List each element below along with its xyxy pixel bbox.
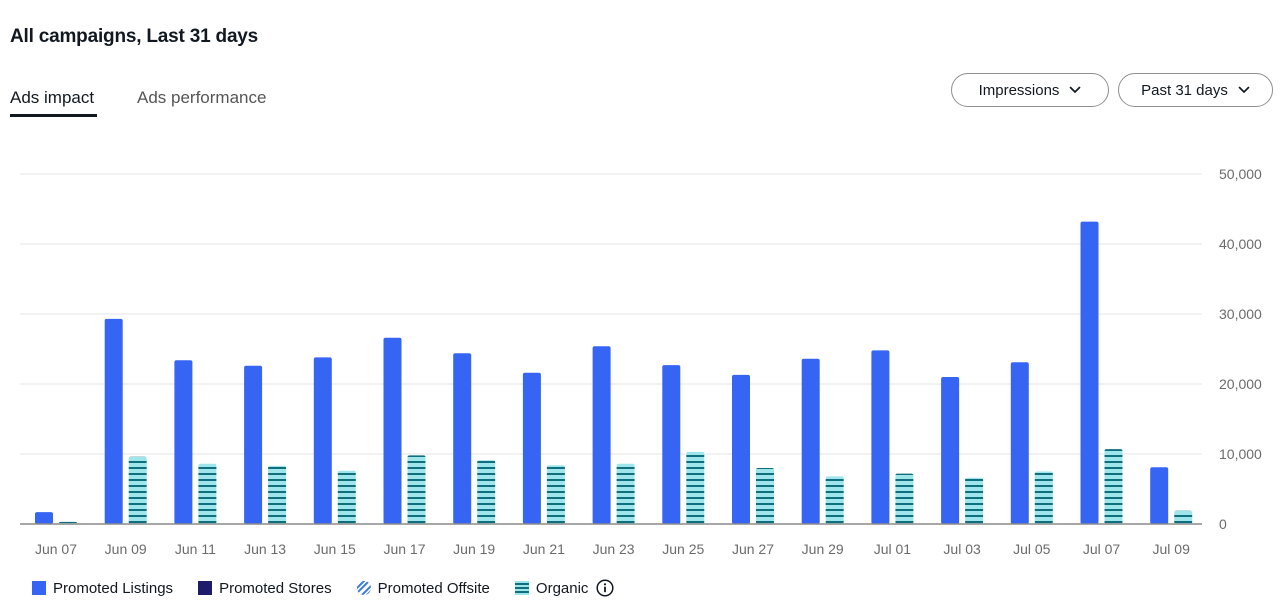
bar-promoted-listings[interactable] xyxy=(592,346,611,524)
bar-promoted-listings[interactable] xyxy=(1150,467,1169,524)
bar-promoted-listings[interactable] xyxy=(1080,221,1099,524)
bar-series xyxy=(35,221,1193,525)
x-tick-label: Jun 25 xyxy=(662,541,704,557)
legend-swatch-organic xyxy=(514,581,529,595)
chart-legend: Promoted Listings Promoted Stores Promot… xyxy=(32,578,614,598)
legend-label-promoted-listings: Promoted Listings xyxy=(53,579,174,597)
bar-promoted-listings[interactable] xyxy=(801,358,820,524)
legend-swatch-promoted-listings xyxy=(32,581,46,595)
bar-promoted-listings[interactable] xyxy=(174,360,193,524)
bar-organic[interactable] xyxy=(337,470,356,524)
bar-organic[interactable] xyxy=(616,463,635,524)
x-tick-label: Jun 13 xyxy=(244,541,286,557)
y-tick-label: 40,000 xyxy=(1219,236,1262,252)
x-tick-label: Jun 21 xyxy=(523,541,565,557)
bar-promoted-listings[interactable] xyxy=(522,372,541,524)
bar-promoted-listings[interactable] xyxy=(35,512,53,524)
x-tick-label: Jun 09 xyxy=(105,541,147,557)
x-tick-label: Jun 29 xyxy=(802,541,844,557)
chevron-down-icon xyxy=(1238,86,1250,93)
legend-label-promoted-stores: Promoted Stores xyxy=(219,579,332,597)
axes: 0 10,000 20,000 30,000 40,000 50,000 Jun 07 Jun… xyxy=(20,166,1262,557)
grid-lines xyxy=(20,173,1202,455)
bar-promoted-listings[interactable] xyxy=(244,365,263,524)
bar-organic[interactable] xyxy=(1034,471,1053,525)
y-tick-label: 50,000 xyxy=(1219,166,1262,182)
bar-promoted-listings[interactable] xyxy=(104,318,123,524)
tab-ads-impact[interactable]: Ads impact xyxy=(10,88,97,117)
bar-promoted-listings[interactable] xyxy=(1010,362,1029,524)
bar-promoted-listings[interactable] xyxy=(313,357,332,524)
bar-promoted-listings[interactable] xyxy=(732,374,750,524)
date-range-dropdown-label: Past 31 days xyxy=(1141,81,1228,99)
metric-dropdown-label: Impressions xyxy=(978,81,1060,99)
bar-promoted-listings[interactable] xyxy=(453,353,472,524)
bar-promoted-listings[interactable] xyxy=(871,350,890,524)
bar-promoted-listings[interactable] xyxy=(662,365,681,524)
date-range-dropdown[interactable]: Past 31 days xyxy=(1118,73,1273,107)
bar-organic[interactable] xyxy=(1174,510,1193,524)
x-tick-label: Jul 09 xyxy=(1153,541,1191,557)
page-title: All campaigns, Last 31 days xyxy=(10,26,259,47)
y-tick-label: 10,000 xyxy=(1219,446,1262,462)
bar-organic[interactable] xyxy=(268,465,287,524)
bar-organic[interactable] xyxy=(477,460,496,524)
x-tick-label: Jun 07 xyxy=(35,541,77,557)
x-tick-label: Jul 05 xyxy=(1013,541,1051,557)
x-tick-label: Jun 17 xyxy=(383,541,425,557)
bar-organic[interactable] xyxy=(756,468,774,524)
bar-organic[interactable] xyxy=(546,465,565,524)
x-tick-label: Jun 15 xyxy=(314,541,356,557)
bar-promoted-listings[interactable] xyxy=(383,337,402,524)
y-tick-label: 0 xyxy=(1219,516,1227,532)
bar-organic[interactable] xyxy=(686,451,705,524)
tab-ads-impact-label: Ads impact xyxy=(10,88,95,107)
legend-item-promoted-stores[interactable]: Promoted Stores xyxy=(198,580,332,597)
x-tick-label: Jul 07 xyxy=(1083,541,1121,557)
x-tick-label: Jun 19 xyxy=(453,541,495,557)
metric-dropdown[interactable]: Impressions xyxy=(951,73,1109,107)
bar-organic[interactable] xyxy=(895,473,914,524)
legend-label-organic: Organic xyxy=(535,579,589,597)
bar-promoted-listings[interactable] xyxy=(941,377,960,524)
legend-item-organic[interactable]: Organic xyxy=(514,579,615,597)
legend-item-promoted-offsite[interactable]: Promoted Offsite xyxy=(356,579,490,597)
bar-organic[interactable] xyxy=(198,463,217,524)
active-tab-indicator xyxy=(10,114,97,117)
tab-ads-performance[interactable]: Ads performance xyxy=(137,88,266,114)
x-tick-label: Jun 23 xyxy=(593,541,635,557)
bar-organic[interactable] xyxy=(965,477,984,524)
bar-organic[interactable] xyxy=(1104,449,1123,524)
x-tick-label: Jun 11 xyxy=(175,541,216,557)
impressions-bar-chart: 0 10,000 20,000 30,000 40,000 50,000 Jun 07 Jun… xyxy=(20,166,1262,557)
x-tick-label: Jul 01 xyxy=(874,541,912,557)
legend-swatch-promoted-stores xyxy=(198,581,213,595)
info-icon[interactable] xyxy=(596,579,614,597)
legend-label-promoted-offsite: Promoted Offsite xyxy=(377,579,490,597)
x-tick-label: Jun 27 xyxy=(732,541,774,557)
bar-organic[interactable] xyxy=(825,476,844,524)
legend-swatch-promoted-offsite xyxy=(356,581,371,595)
legend-item-promoted-listings[interactable]: Promoted Listings xyxy=(32,580,173,597)
chevron-down-icon xyxy=(1070,86,1081,93)
bar-organic[interactable] xyxy=(407,455,426,524)
bar-organic[interactable] xyxy=(128,456,147,524)
y-tick-label: 20,000 xyxy=(1219,376,1262,392)
tab-ads-performance-label: Ads performance xyxy=(137,88,267,107)
y-tick-label: 30,000 xyxy=(1219,306,1262,322)
x-tick-label: Jul 03 xyxy=(943,541,981,557)
